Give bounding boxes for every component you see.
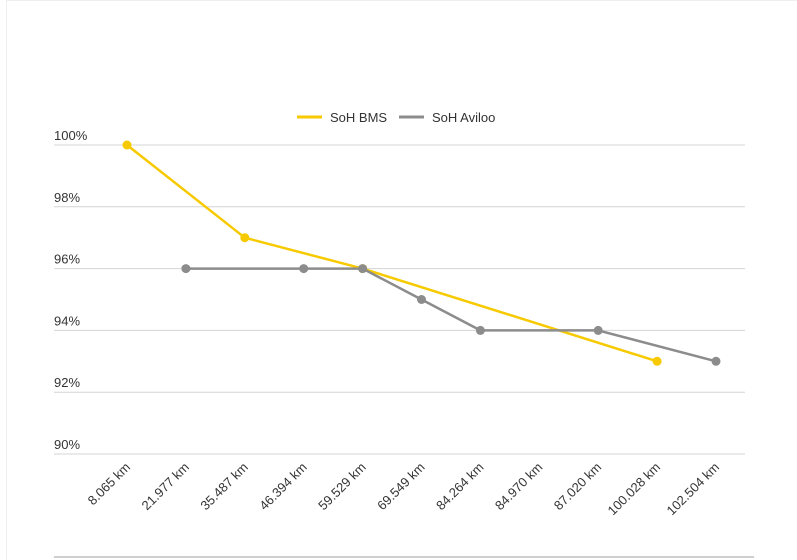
x-tick-label: 69.549 km (374, 460, 428, 514)
x-tick-label: 84.970 km (492, 460, 546, 514)
grid-lines (54, 144, 745, 455)
y-tick-label: 92% (54, 375, 80, 390)
legend-item-2[interactable]: SoH Aviloo (399, 110, 495, 125)
data-point[interactable] (358, 264, 368, 274)
data-point[interactable] (711, 356, 721, 366)
series-1 (122, 140, 662, 366)
legend[interactable]: SoH BMS SoH Aviloo (297, 110, 495, 125)
data-point[interactable] (475, 325, 485, 335)
x-tick-label: 87.020 km (551, 460, 605, 514)
data-point[interactable] (181, 264, 191, 274)
x-tick-label: 21.977 km (138, 460, 192, 514)
legend-label: SoH Aviloo (432, 110, 495, 125)
x-tick-label: 84.264 km (433, 460, 487, 514)
y-tick-label: 98% (54, 190, 80, 205)
y-tick-label: 90% (54, 437, 80, 452)
y-tick-label: 100% (54, 128, 88, 143)
y-axis-ticks: 100% 98% 96% 94% 92% 90% (54, 128, 88, 452)
series-line (126, 144, 658, 363)
data-point[interactable] (417, 295, 426, 304)
data-point[interactable] (299, 264, 309, 274)
series-2 (181, 264, 721, 366)
bottom-divider (54, 556, 754, 558)
y-tick-label: 94% (54, 313, 80, 328)
series-group (122, 140, 721, 366)
series-line (185, 267, 717, 363)
x-tick-label: 8.065 km (85, 460, 133, 508)
x-tick-label: 35.487 km (197, 460, 251, 514)
data-point[interactable] (122, 140, 132, 150)
data-point[interactable] (652, 356, 662, 366)
data-point[interactable] (240, 233, 250, 243)
x-tick-label: 59.529 km (315, 460, 369, 514)
legend-label: SoH BMS (330, 110, 387, 125)
x-tick-label: 46.394 km (256, 460, 310, 514)
x-axis-ticks: 8.065 km 21.977 km 35.487 km 46.394 km 59.52… (85, 460, 722, 519)
x-tick-label: 102.504 km (663, 460, 722, 519)
data-point[interactable] (593, 325, 603, 335)
legend-item-1[interactable]: SoH BMS (297, 110, 387, 125)
y-tick-label: 96% (54, 252, 80, 267)
x-tick-label: 100.028 km (605, 460, 664, 519)
